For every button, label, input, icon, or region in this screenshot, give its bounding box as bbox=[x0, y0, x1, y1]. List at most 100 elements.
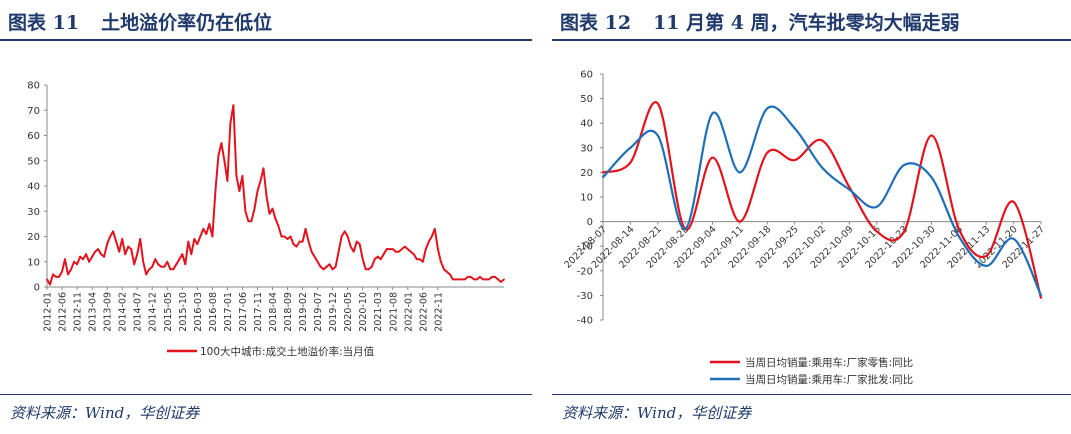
x-tick-label: 2013-04 bbox=[88, 292, 99, 332]
data-point bbox=[449, 273, 451, 276]
data-point-wholesale bbox=[985, 264, 988, 267]
data-point bbox=[301, 240, 304, 243]
x-tick-label: 2014-12 bbox=[148, 292, 159, 332]
data-point bbox=[187, 240, 190, 243]
data-point-wholesale bbox=[957, 235, 960, 238]
data-point bbox=[340, 235, 343, 238]
data-point bbox=[169, 268, 172, 271]
figure-12-label: 图表 12 bbox=[560, 12, 632, 34]
data-point bbox=[415, 258, 418, 261]
data-point bbox=[295, 245, 298, 248]
data-point bbox=[283, 235, 286, 238]
data-point bbox=[235, 175, 238, 177]
data-point bbox=[217, 154, 220, 157]
data-point bbox=[181, 253, 184, 256]
data-point bbox=[250, 220, 253, 223]
data-point bbox=[82, 258, 84, 261]
data-point bbox=[313, 255, 316, 258]
data-point bbox=[256, 190, 259, 193]
data-point-retail bbox=[985, 255, 988, 257]
figure-11-panel: 图表 11 土地溢价率仍在低位 0 10 20 30 40 50 60 70 80 2012-01 2… bbox=[0, 0, 532, 434]
y-tick-label: -40 bbox=[577, 316, 593, 327]
data-point bbox=[49, 283, 51, 286]
data-point bbox=[85, 253, 87, 256]
data-point bbox=[494, 276, 496, 278]
data-point bbox=[247, 220, 250, 223]
data-point bbox=[97, 248, 99, 251]
data-point bbox=[55, 276, 57, 278]
data-point-wholesale bbox=[738, 171, 741, 174]
data-point bbox=[503, 278, 505, 281]
data-point bbox=[46, 278, 48, 281]
data-point-retail bbox=[930, 134, 933, 137]
data-point bbox=[238, 190, 241, 193]
data-point bbox=[130, 248, 133, 251]
x-tick-label: 2021-08 bbox=[388, 292, 399, 332]
x-tick-label: 2012-11 bbox=[73, 292, 84, 332]
car-sales-chart: -40-30-20-1001020304050602022-08-072022-… bbox=[562, 70, 1047, 387]
data-point bbox=[476, 278, 478, 281]
data-point bbox=[370, 265, 373, 268]
x-tick-label: 2017-01 bbox=[223, 292, 234, 332]
data-point-wholesale bbox=[930, 176, 933, 179]
figure-11-label: 图表 11 bbox=[8, 12, 80, 34]
data-point-wholesale bbox=[1040, 294, 1042, 297]
data-point bbox=[265, 195, 268, 198]
y-tick-label: 20 bbox=[27, 232, 40, 243]
y-tick-label: 10 bbox=[27, 257, 40, 268]
x-tick-label: 2017-06 bbox=[238, 292, 249, 332]
x-tick-label: 2020-10 bbox=[358, 292, 369, 332]
data-point bbox=[316, 260, 319, 263]
data-point-retail bbox=[875, 230, 878, 233]
data-point bbox=[208, 223, 211, 225]
data-point bbox=[346, 235, 349, 238]
data-point bbox=[379, 258, 382, 261]
x-tick-label: 2012-06 bbox=[58, 292, 69, 332]
data-point-retail bbox=[821, 139, 823, 142]
data-point bbox=[349, 245, 352, 248]
y-tick-label: 80 bbox=[27, 81, 40, 92]
figure-12-panel: 图表 12 11 月第 4 周，汽车批零均大幅走弱 -40 -30 -20 -10 0 10… bbox=[552, 0, 1071, 434]
data-point bbox=[277, 225, 280, 228]
data-point bbox=[289, 235, 292, 238]
data-point bbox=[100, 253, 102, 256]
y-tick-label: 60 bbox=[27, 131, 40, 142]
series-line-retail bbox=[602, 101, 1043, 299]
data-point bbox=[220, 142, 223, 144]
data-point bbox=[58, 276, 60, 278]
data-point-retail bbox=[957, 228, 960, 230]
x-tick-label: 2018-04 bbox=[268, 292, 279, 332]
y-tick-label: 50 bbox=[580, 94, 593, 105]
x-tick-label: 2016-08 bbox=[208, 292, 219, 332]
data-point bbox=[109, 235, 111, 238]
series-line-land-premium bbox=[46, 104, 505, 286]
data-point bbox=[310, 250, 313, 253]
data-point bbox=[337, 250, 340, 253]
data-point-retail bbox=[602, 171, 604, 174]
data-point bbox=[491, 276, 493, 278]
data-point bbox=[433, 228, 436, 230]
data-point bbox=[184, 263, 187, 266]
x-tick-label: 2014-07 bbox=[133, 292, 144, 332]
data-point bbox=[124, 253, 127, 256]
x-tick-label: 2022-06 bbox=[418, 292, 429, 332]
data-point bbox=[361, 258, 364, 261]
data-point bbox=[73, 260, 75, 263]
land-premium-chart: 0 10 20 30 40 50 60 70 80 2012-01 2012-06 2012-11 20… bbox=[27, 81, 505, 358]
data-point bbox=[376, 255, 379, 258]
data-point bbox=[268, 212, 271, 215]
data-point-retail bbox=[738, 220, 741, 223]
data-point bbox=[115, 240, 118, 243]
data-point bbox=[307, 240, 310, 243]
data-point bbox=[151, 265, 154, 268]
data-point-wholesale bbox=[848, 188, 851, 191]
data-point bbox=[409, 250, 412, 253]
y-tick-label: 30 bbox=[580, 143, 593, 154]
data-point bbox=[343, 230, 346, 233]
data-point bbox=[461, 278, 463, 281]
data-point bbox=[364, 268, 367, 271]
data-point bbox=[394, 250, 397, 253]
data-point bbox=[244, 210, 247, 213]
data-point bbox=[196, 243, 199, 246]
data-point bbox=[241, 175, 244, 177]
